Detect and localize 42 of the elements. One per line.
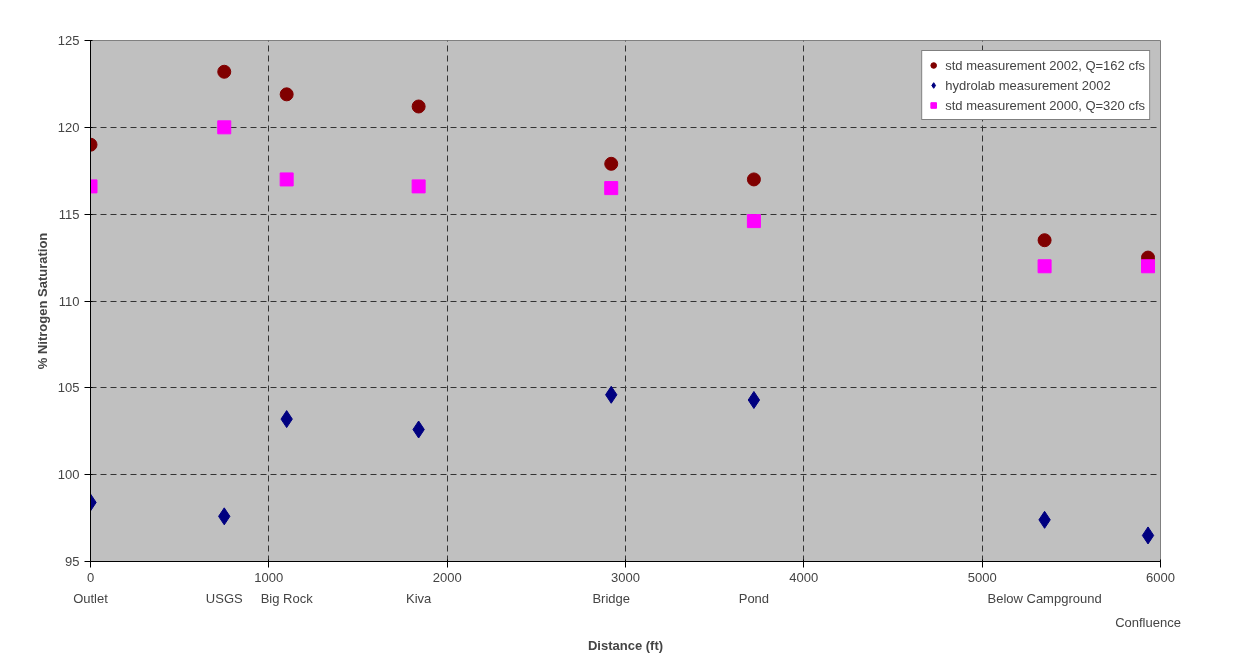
legend-label: std measurement 2002, Q=162 cfs [945, 57, 1145, 73]
x-tick-label: 5000 [967, 569, 997, 585]
y-tick-label: 120 [57, 119, 80, 135]
point [279, 172, 294, 187]
point [746, 214, 761, 229]
point [217, 64, 232, 79]
legend-label: std measurement 2000, Q=320 cfs [945, 97, 1145, 113]
point [747, 390, 761, 409]
point [411, 179, 426, 194]
x-tick-label: 0 [86, 569, 95, 585]
point [1037, 259, 1052, 274]
point [604, 156, 619, 171]
y-tick-label: 100 [57, 467, 80, 483]
text: Pond [738, 590, 770, 606]
y-axis-title: % Nitrogen Saturation [34, 232, 50, 370]
y-tick-label: 95 [65, 554, 80, 569]
legend-label: hydrolab measurement 2002 [945, 77, 1111, 93]
text: Confluence [1115, 614, 1181, 630]
x-tick-label: 3000 [611, 569, 640, 585]
x-tick-label: 1000 [254, 569, 284, 585]
text: Kiva [405, 590, 433, 606]
point [1141, 259, 1156, 274]
x-axis-title: Distance (ft) [587, 637, 664, 653]
y-tick-label: 125 [57, 33, 80, 48]
text: Big Rock [260, 590, 314, 606]
x-tick-label: 2000 [432, 569, 462, 585]
y-tick-label: 105 [57, 380, 80, 396]
y-tick-label: 110 [58, 293, 80, 309]
y-tick-label: 115 [58, 206, 80, 222]
point [1037, 233, 1052, 248]
x-tick-label: 4000 [789, 569, 819, 585]
point [1141, 526, 1155, 545]
text: USGS [205, 590, 243, 606]
text: Outlet [73, 590, 109, 606]
point [604, 181, 619, 196]
point [279, 87, 294, 102]
point [746, 172, 761, 187]
text: Below Campground [987, 590, 1102, 606]
x-tick-label: 6000 [1146, 569, 1175, 585]
point [411, 99, 426, 114]
text: Bridge [592, 590, 631, 606]
point [217, 120, 232, 135]
